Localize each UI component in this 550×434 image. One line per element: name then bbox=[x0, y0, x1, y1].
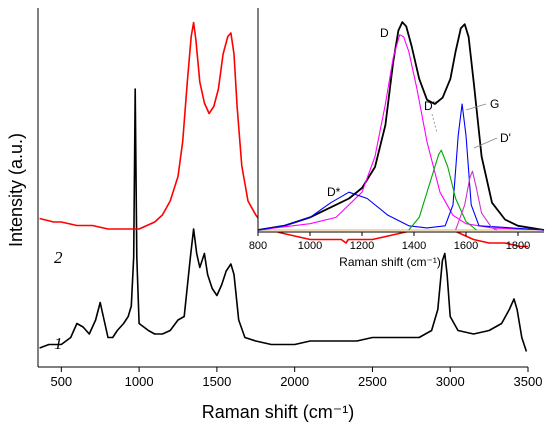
leader-g bbox=[465, 103, 487, 111]
inset-x-tick-label-4: 1600 bbox=[454, 240, 478, 252]
peak-label-dstar: D* bbox=[327, 185, 341, 199]
main-x-ticks: 500 1000 1500 2000 2500 3000 3500 bbox=[50, 367, 542, 389]
leader-dprime bbox=[473, 137, 498, 149]
inset-x-tick-label-1: 1000 bbox=[298, 240, 322, 252]
curve-label-2: 2 bbox=[54, 248, 63, 267]
inset-series-line-2 bbox=[257, 103, 545, 231]
main-x-tick-label-4: 2500 bbox=[358, 374, 387, 389]
inset-series-line-0 bbox=[257, 21, 545, 231]
inset-x-tick-label-5: 1800 bbox=[506, 240, 530, 252]
inset-background bbox=[258, 8, 544, 232]
inset-x-tick-label-2: 1200 bbox=[350, 240, 374, 252]
inset-series-line-4 bbox=[455, 170, 498, 231]
inset-x-axis-title: Raman shift (cm⁻¹) bbox=[339, 255, 441, 269]
peak-label-dprime: D' bbox=[500, 131, 511, 145]
inset-x-tick-label-0: 800 bbox=[249, 240, 267, 252]
main-plot: 500 1000 1500 2000 2500 3000 3500 Raman shift … bbox=[6, 8, 542, 422]
main-x-tick-label-3: 2000 bbox=[280, 374, 309, 389]
main-x-tick-label-2: 1500 bbox=[202, 374, 231, 389]
main-x-tick-label-5: 3000 bbox=[436, 374, 465, 389]
main-x-axis-title: Raman shift (cm⁻¹) bbox=[202, 402, 355, 422]
inset-x-ticks: 800 1000 1200 1400 1600 1800 bbox=[249, 232, 530, 252]
main-x-tick-label-0: 500 bbox=[50, 374, 72, 389]
inset-x-tick-label-3: 1400 bbox=[402, 240, 426, 252]
inset-series-group bbox=[257, 21, 545, 231]
main-series-line-1 bbox=[39, 88, 528, 352]
main-x-tick-label-6: 3500 bbox=[514, 374, 543, 389]
inset-plot: 800 1000 1200 1400 1600 1800 Raman shift (cm⁻… bbox=[249, 8, 545, 269]
leader-ddoubleprime bbox=[431, 113, 438, 134]
inset-series-line-3 bbox=[408, 149, 477, 231]
peak-label-g: G bbox=[490, 97, 499, 111]
main-y-axis-title: Intensity (a.u.) bbox=[6, 133, 26, 247]
inset-series-line-1 bbox=[257, 34, 545, 231]
peak-label-ddoubleprime: D'' bbox=[424, 99, 437, 113]
main-x-tick-label-1: 1000 bbox=[125, 374, 154, 389]
peak-label-d: D bbox=[380, 26, 389, 40]
curve-label-1: 1 bbox=[54, 334, 63, 353]
